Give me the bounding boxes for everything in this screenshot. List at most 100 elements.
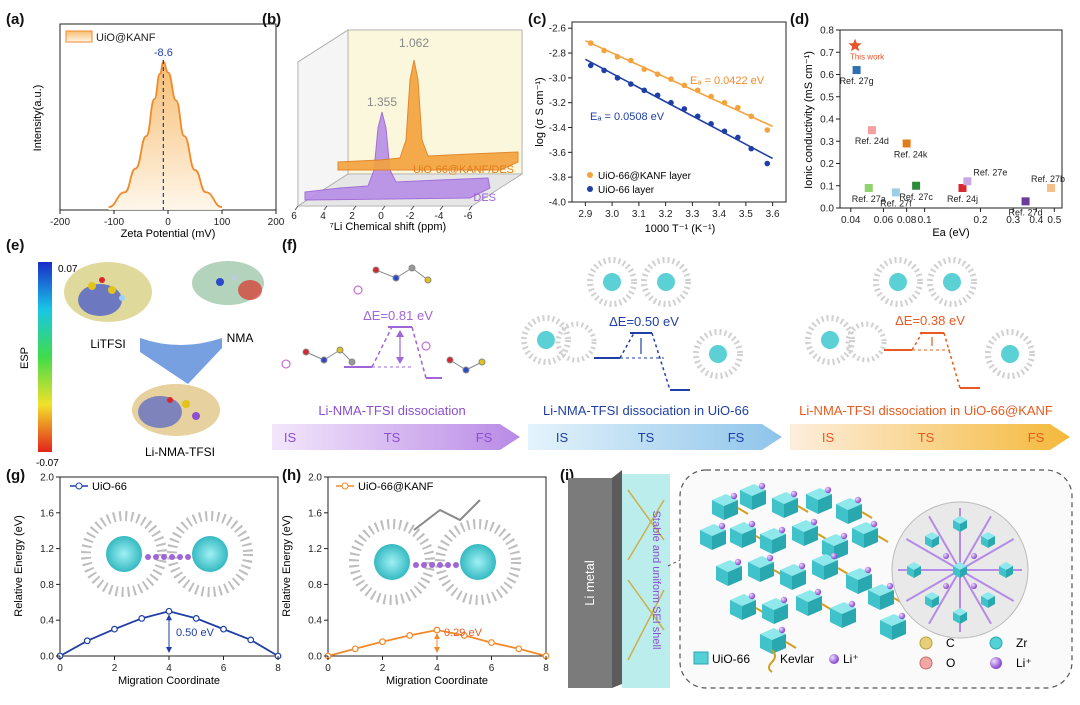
x-tick-label-d: 0.3: [1006, 215, 1020, 226]
legend-li: Li⁺: [843, 652, 859, 666]
mol-complex: Li-NMA-TFSI: [145, 445, 215, 459]
zr-node-right: [988, 596, 995, 608]
panel-d: This work Ref. 27g Ref. 24d Ref. 24k Ref. 27…: [803, 26, 1065, 240]
cube-right: [774, 604, 788, 624]
y-tick-label-c: -3.0: [549, 73, 567, 84]
cube-left: [868, 590, 880, 610]
x-tick-label-d: 0.06: [874, 215, 894, 226]
cube-right: [772, 634, 786, 654]
label-ref24j: Ref. 24j: [947, 194, 978, 204]
label-ref27e: Ref. 27e: [973, 167, 1007, 177]
panel-f: ΔE=0.81 eV: [272, 257, 1070, 450]
panel-label-b: (b): [262, 11, 281, 28]
energy-point-g: [247, 636, 255, 644]
cube-left: [740, 490, 752, 510]
energy-point-h: [515, 645, 523, 653]
zr-node-left: [953, 612, 960, 624]
zeta-peak-label: -8.6: [154, 47, 173, 59]
delta-e-2: ΔE=0.50 eV: [609, 314, 679, 329]
li-ion: [748, 592, 756, 600]
kevlar-fiber: [861, 511, 873, 519]
y-tick-label-d: 0.4: [820, 115, 834, 126]
ts-label-1: TS: [384, 430, 401, 445]
label-ref27a: Ref. 27a: [852, 194, 886, 204]
y-tick-label-h: 0.4: [308, 616, 322, 627]
x-tick-label-b: 6: [291, 211, 297, 222]
y-tick-label-h: 0.0: [308, 652, 322, 663]
barrier-g: 0.50 eV: [176, 627, 215, 639]
cube-right: [880, 590, 894, 610]
panel-label-f: (f): [282, 237, 297, 254]
energy-point-h: [433, 626, 441, 634]
legend-a: UiO@KANF: [96, 32, 156, 44]
data-point-c: [628, 57, 634, 64]
data-point-c: [654, 92, 661, 99]
data-point-c: [681, 106, 688, 112]
cube-left: [730, 600, 742, 620]
ea-orange-label: Eₐ = 0.0422 eV: [690, 75, 765, 87]
fs-label-1: FS: [476, 430, 493, 445]
panel-label-a: (a): [6, 11, 24, 28]
ts-label-3: TS: [918, 430, 935, 445]
marker-this-work: [848, 38, 862, 52]
li-ion: [718, 522, 726, 530]
x-tick-label-c: 3.5: [739, 209, 753, 220]
legend-kevlar-icon: [768, 649, 776, 673]
data-point-c: [694, 113, 701, 120]
panel-b: 1.062 1.355 UiO-66@KANF/DES DES 6 4 2 0 -2 -4…: [291, 29, 524, 233]
y-tick-label-d: 0.2: [820, 159, 834, 170]
x-tick-label-h: 6: [489, 663, 495, 674]
molecule-fs-a: [421, 341, 486, 374]
cube-left: [836, 504, 848, 524]
marker-ref24j: [958, 183, 967, 192]
panel-i: Li metal Stable and uniform SEI shell Ui…: [568, 469, 1073, 689]
marker-ref27f: [891, 188, 900, 197]
mol-litfsi: LiTFSI: [90, 337, 125, 351]
x-tick-b: [381, 205, 386, 211]
panel-label-e: (e): [6, 237, 24, 254]
energy-point-h: [488, 639, 495, 646]
label-ref27b: Ref. 27b: [1031, 174, 1065, 184]
x-tick-b: [468, 205, 473, 211]
x-tick-label-b: 0: [378, 211, 384, 222]
energy-point-g: [220, 625, 227, 633]
cube-left: [760, 634, 772, 654]
y-tick-label-h: 1.2: [308, 544, 322, 555]
li-ion: [810, 518, 818, 526]
li-channel: [905, 569, 961, 602]
x-tick-label-h: 8: [543, 663, 549, 674]
marker-ref27c: [912, 181, 921, 190]
li-ion: [830, 552, 838, 560]
title-dissociation-2: Li-NMA-TFSI dissociation in UiO-66: [543, 403, 749, 418]
data-point-c: [708, 120, 714, 127]
energy-point-g: [111, 625, 118, 633]
title-dissociation-3: Li-NMA-TFSI dissociation in UiO-66@KANF: [799, 403, 1053, 418]
li-ion: [734, 558, 742, 566]
data-point-c: [654, 71, 661, 77]
marker-ref27g: [852, 66, 861, 75]
cube-right: [818, 494, 832, 514]
ylabel-d: Ionic conductivity (mS cm⁻¹): [803, 51, 815, 189]
y-tick-label-g: 0.0: [40, 652, 54, 663]
data-point-c: [764, 160, 771, 167]
li-metal-block: [568, 478, 612, 688]
zr-node-right: [914, 566, 921, 578]
zr-node-left: [981, 536, 988, 548]
peak2-label: 1.355: [367, 95, 397, 109]
marker-ref27e: [963, 177, 972, 186]
li-channel: [959, 569, 1015, 602]
li-ion: [766, 554, 774, 562]
y-tick-label-g: 2.0: [40, 473, 54, 484]
ylabel-c: log (σ S cm⁻¹): [534, 77, 546, 146]
y-tick-label-h: 0.8: [308, 580, 322, 591]
zr-node-left: [981, 596, 988, 608]
zr-node-right: [988, 536, 995, 548]
data-point-c: [601, 67, 607, 74]
xlabel-c: 1000 T⁻¹ (K⁻¹): [645, 223, 716, 235]
data-point-c: [735, 104, 741, 111]
cube-left: [700, 530, 712, 550]
label-this-work: This work: [850, 53, 885, 62]
label-ref27d: Ref. 27d: [1009, 207, 1043, 217]
ylabel-g: Relative Energy (eV): [13, 515, 25, 617]
